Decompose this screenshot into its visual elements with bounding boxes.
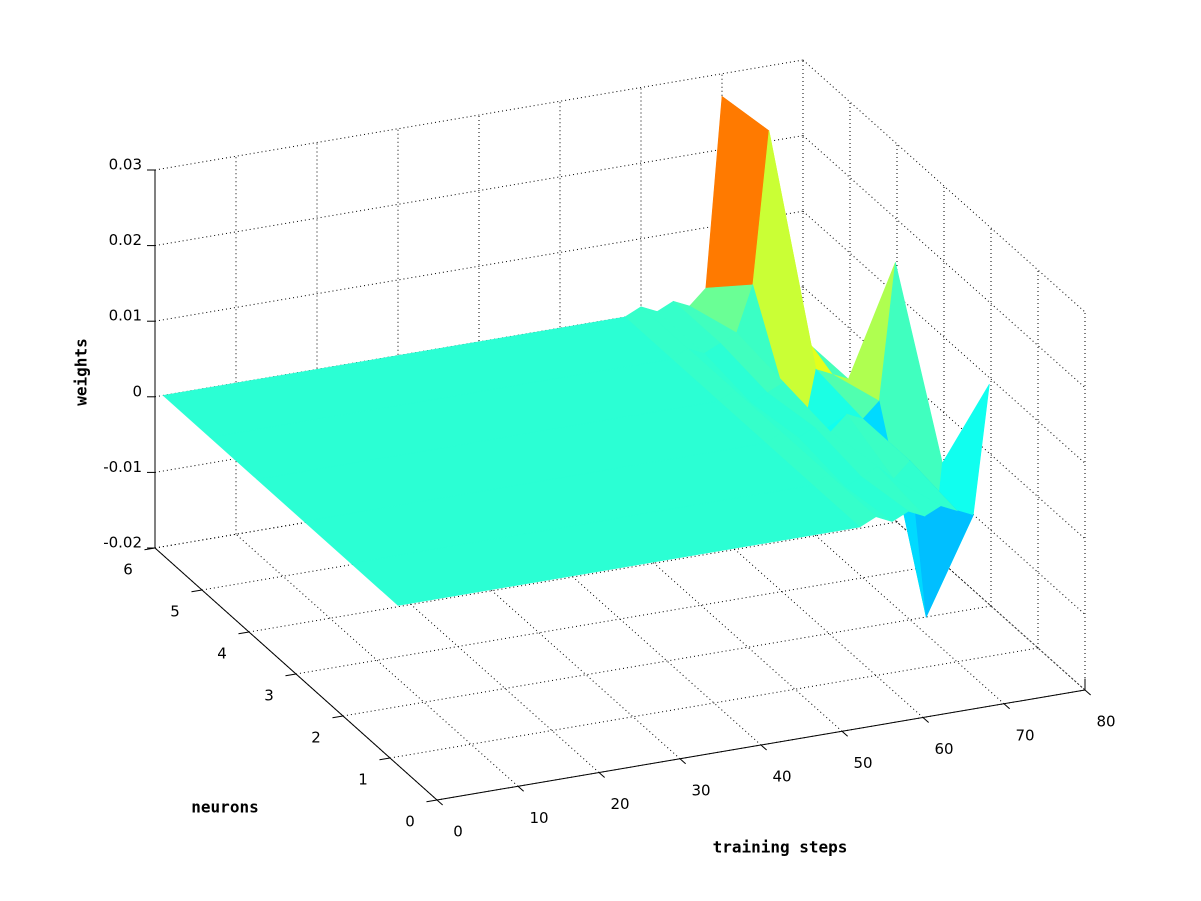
grid-line bbox=[154, 210, 804, 322]
z-tick-label: 0.01 bbox=[109, 307, 142, 325]
x-axis-label: training steps bbox=[713, 838, 848, 857]
grid-line bbox=[154, 135, 804, 247]
grid-line bbox=[248, 521, 898, 633]
y-tick bbox=[332, 715, 344, 719]
y-tick-label: 0 bbox=[405, 813, 415, 831]
grid-line bbox=[342, 605, 992, 717]
x-tick bbox=[1084, 689, 1091, 696]
grid-line bbox=[389, 647, 1039, 759]
z-tick-label: -0.02 bbox=[103, 534, 142, 552]
x-tick-label: 60 bbox=[934, 740, 953, 758]
x-tick-label: 80 bbox=[1096, 713, 1115, 731]
y-tick-label: 5 bbox=[170, 603, 180, 621]
y-tick bbox=[285, 673, 297, 677]
x-tick bbox=[922, 717, 929, 723]
axis-line bbox=[436, 689, 1086, 801]
x-tick bbox=[598, 772, 605, 778]
z-tick-label: -0.01 bbox=[103, 458, 142, 476]
x-tick bbox=[1003, 703, 1010, 710]
x-tick bbox=[841, 730, 848, 737]
y-tick-label: 4 bbox=[217, 645, 227, 663]
y-tick bbox=[379, 757, 391, 761]
x-tick-label: 50 bbox=[853, 754, 872, 772]
y-tick bbox=[426, 799, 438, 803]
axis-line bbox=[154, 547, 438, 801]
x-tick-label: 70 bbox=[1015, 726, 1034, 744]
x-tick-label: 20 bbox=[610, 795, 629, 813]
x-tick bbox=[679, 758, 686, 765]
grid-line bbox=[154, 59, 804, 171]
z-tick-label: 0 bbox=[132, 382, 142, 400]
z-tick-label: 0.03 bbox=[109, 156, 142, 174]
x-tick-label: 40 bbox=[772, 768, 791, 786]
x-tick bbox=[517, 785, 524, 792]
y-tick-label: 1 bbox=[358, 771, 368, 789]
y-tick bbox=[191, 589, 203, 593]
surface bbox=[162, 95, 990, 619]
grid-line bbox=[295, 563, 945, 675]
surface-patch bbox=[350, 484, 861, 606]
y-tick-label: 3 bbox=[264, 687, 274, 705]
y-tick-label: 6 bbox=[123, 561, 133, 579]
x-tick bbox=[436, 799, 443, 806]
x-tick-label: 30 bbox=[691, 781, 710, 799]
y-tick-label: 2 bbox=[311, 729, 321, 747]
y-axis-label: neurons bbox=[191, 798, 258, 817]
x-tick bbox=[760, 744, 767, 751]
x-tick-label: 10 bbox=[529, 809, 548, 827]
z-tick-label: 0.02 bbox=[109, 231, 142, 249]
z-axis-label: weights bbox=[72, 338, 91, 405]
axes: 0 10 20 30 40 50 60 70 80 0 1 2 3 4 5 6 -0.02 -0.01 0 0.01 0… bbox=[103, 156, 1115, 841]
y-tick bbox=[238, 631, 250, 635]
x-tick-label: 0 bbox=[453, 823, 463, 841]
